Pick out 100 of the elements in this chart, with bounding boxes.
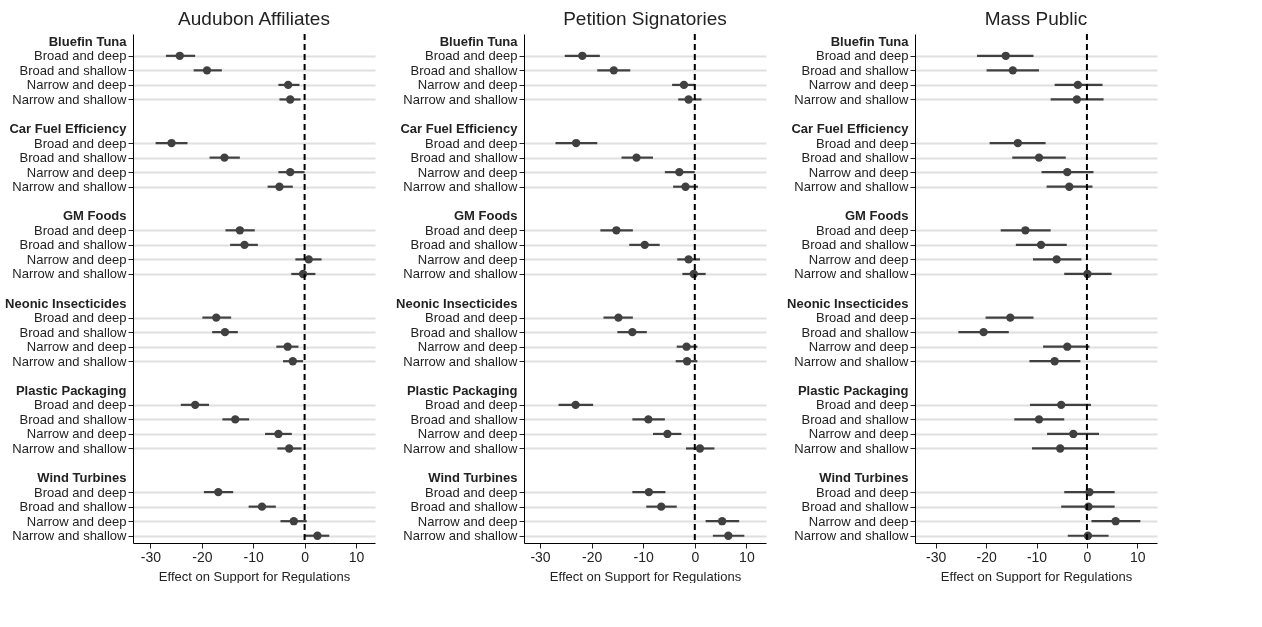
y-tick-label: Broad and deep: [424, 397, 518, 413]
y-tick-label: Broad and deep: [33, 484, 127, 500]
y-tick-label: Broad and deep: [424, 484, 518, 500]
y-tick-label: Broad and deep: [424, 310, 518, 326]
y-tick-label: Narrow and shallow: [12, 91, 128, 107]
y-tick-label: GM Foods: [62, 208, 127, 224]
point: [663, 429, 672, 439]
y-tick-label: Narrow and shallow: [403, 440, 519, 456]
point: [1006, 313, 1015, 322]
point: [288, 357, 297, 366]
point: [1021, 226, 1030, 235]
point: [632, 153, 641, 162]
y-tick-label: Narrow and shallow: [12, 528, 128, 544]
point: [175, 51, 184, 60]
y-tick-label: Broad and shallow: [19, 324, 128, 340]
point: [313, 531, 322, 540]
x-tick-label: -20: [192, 548, 213, 565]
x-tick-label: -10: [243, 548, 265, 565]
y-tick-label: Broad and shallow: [19, 499, 128, 515]
point: [644, 415, 653, 424]
y-tick-label: Narrow and deep: [26, 513, 127, 529]
y-tick-label: Broad and shallow: [19, 62, 128, 78]
y-tick-label: Narrow and deep: [417, 513, 518, 529]
point: [979, 327, 988, 337]
point: [283, 342, 292, 351]
point: [628, 327, 637, 337]
y-tick-label: Broad and deep: [33, 397, 127, 413]
y-tick-label: Plastic Packaging: [406, 382, 518, 398]
point: [1057, 400, 1066, 410]
x-tick-label: -20: [581, 548, 603, 565]
y-tick-label: Broad and shallow: [410, 237, 519, 253]
point: [1013, 138, 1023, 148]
y-tick-label: Narrow and shallow: [403, 91, 519, 107]
point: [609, 66, 618, 75]
y-tick-label: Broad and deep: [815, 310, 909, 326]
y-tick-label: Broad and shallow: [410, 324, 519, 340]
y-tick-label: Broad and shallow: [801, 499, 910, 515]
y-tick-label: Broad and shallow: [410, 411, 519, 427]
point: [285, 444, 294, 453]
x-tick-label: -10: [1026, 548, 1048, 565]
y-tick-label: Narrow and shallow: [403, 179, 519, 195]
point: [1034, 153, 1044, 162]
y-tick-label: Broad and deep: [424, 222, 518, 238]
point: [695, 444, 705, 453]
y-tick-label: Broad and shallow: [19, 411, 128, 427]
point: [1111, 517, 1120, 526]
point: [1036, 240, 1046, 250]
y-tick-label: Narrow and deep: [808, 339, 909, 355]
point: [220, 153, 229, 162]
point: [682, 357, 692, 366]
y-tick-label: Broad and deep: [815, 484, 909, 500]
x-tick-label: -30: [926, 548, 947, 565]
y-tick-label: Broad and deep: [33, 48, 127, 64]
y-tick-label: Narrow and shallow: [794, 179, 910, 195]
point: [1052, 255, 1061, 264]
y-tick-label: Narrow and deep: [26, 251, 127, 267]
point: [1073, 80, 1083, 90]
y-tick-label: Wind Turbines: [428, 470, 518, 486]
point: [1072, 95, 1082, 104]
y-tick-label: Narrow and shallow: [794, 266, 910, 282]
point: [571, 400, 580, 410]
y-tick-label: Broad and shallow: [19, 237, 128, 253]
x-tick-label: 10: [739, 548, 755, 565]
y-tick-label: Broad and shallow: [801, 62, 910, 78]
y-tick-label: Narrow and deep: [26, 339, 127, 355]
point: [1050, 357, 1059, 366]
point: [612, 226, 621, 235]
y-tick-label: Broad and deep: [815, 222, 909, 238]
y-tick-label: Narrow and shallow: [794, 440, 910, 456]
y-tick-label: Narrow and shallow: [794, 91, 910, 107]
x-tick-label: 0: [1083, 548, 1092, 565]
x-axis-title: Effect on Support for Regulations: [549, 568, 742, 584]
x-tick-label: 10: [348, 548, 365, 565]
y-tick-label: Narrow and deep: [808, 513, 909, 529]
point: [190, 400, 200, 410]
x-tick-label: -20: [976, 548, 997, 565]
x-tick-label: 0: [301, 548, 310, 565]
point: [614, 313, 623, 322]
y-tick-label: Broad and shallow: [19, 150, 128, 166]
y-tick-label: Bluefin Tuna: [439, 33, 519, 49]
point: [679, 80, 689, 90]
point: [304, 255, 313, 264]
point: [231, 415, 240, 424]
y-tick-label: Broad and deep: [33, 135, 127, 151]
y-tick-label: Narrow and deep: [808, 426, 909, 442]
x-axis-title: Effect on Support for Regulations: [158, 568, 351, 584]
point: [235, 226, 245, 235]
point: [682, 342, 691, 351]
point: [717, 517, 727, 526]
point: [214, 487, 223, 497]
y-tick-label: Broad and deep: [815, 135, 909, 151]
point: [684, 255, 693, 264]
y-tick-label: Narrow and shallow: [403, 528, 519, 544]
point: [644, 487, 654, 497]
x-tick-label: 10: [1130, 548, 1146, 565]
y-tick-label: Broad and deep: [424, 135, 518, 151]
y-tick-label: Plastic Packaging: [15, 382, 127, 398]
y-tick-label: Narrow and shallow: [794, 528, 910, 544]
y-tick-label: Broad and shallow: [410, 150, 519, 166]
y-tick-label: Plastic Packaging: [797, 382, 909, 398]
